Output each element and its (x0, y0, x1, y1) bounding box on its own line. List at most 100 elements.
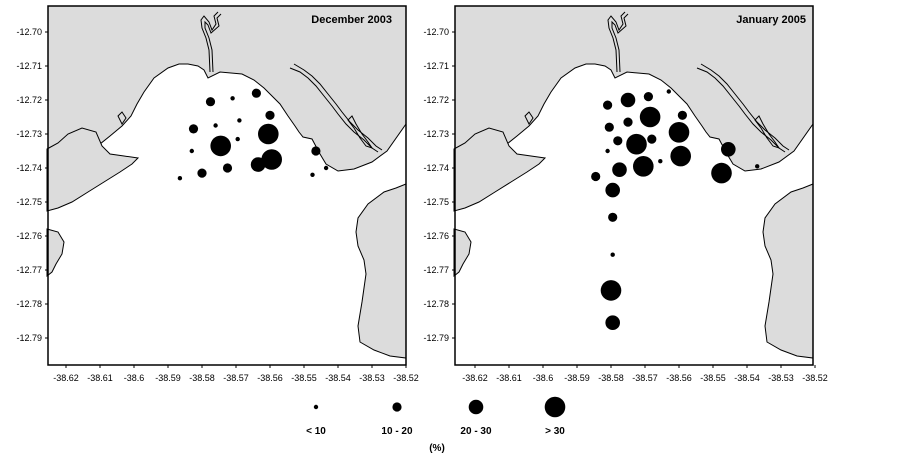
legend: < 10 10 - 20 20 - 30 > 30 (306, 396, 566, 437)
station-marker (177, 176, 183, 181)
station-marker (755, 164, 760, 169)
y-tick-label: -12.75 (16, 197, 42, 207)
station-marker (639, 106, 661, 128)
station-marker (222, 163, 233, 173)
station-marker (643, 92, 654, 102)
x-tick-label: -38.61 (496, 373, 522, 383)
legend-marker (544, 396, 566, 418)
x-tick-label: -38.62 (462, 373, 488, 383)
y-tick-label: -12.78 (423, 299, 449, 309)
station-marker (670, 145, 691, 167)
y-tick-label: -12.74 (16, 163, 42, 173)
x-tick-label: -38.53 (359, 373, 385, 383)
y-tick-label: -12.79 (16, 333, 42, 343)
station-marker (677, 110, 688, 120)
station-marker (620, 92, 636, 108)
y-tick-label: -12.73 (16, 129, 42, 139)
y-tick-label: -12.75 (423, 197, 449, 207)
y-tick-label: -12.77 (16, 265, 42, 275)
x-tick-label: -38.61 (87, 373, 113, 383)
y-tick-label: -12.77 (423, 265, 449, 275)
y-tick-label: -12.70 (423, 27, 449, 37)
station-marker (666, 89, 671, 94)
x-tick-label: -38.6 (533, 373, 554, 383)
station-marker (605, 315, 620, 331)
station-marker (647, 134, 657, 144)
x-tick-label: -38.52 (393, 373, 419, 383)
station-marker (633, 156, 654, 177)
x-tick-label: -38.57 (632, 373, 658, 383)
station-marker (235, 136, 240, 142)
x-axis-labels: -38.62 -38.61 -38.6 -38.59 -38.58 -38.57 -38.5… (53, 365, 419, 383)
station-marker (323, 165, 329, 171)
station-marker (237, 118, 242, 123)
y-axis-labels: -12.70 -12.71 -12.72 -12.73 -12.74 -12.75 -12.… (16, 27, 48, 343)
map-title: December 2003 (311, 14, 392, 26)
y-tick-label: -12.72 (16, 95, 42, 105)
x-tick-label: -38.56 (257, 373, 283, 383)
station-marker (188, 124, 199, 134)
station-marker (610, 252, 615, 257)
station-marker (623, 117, 633, 127)
station-marker (721, 142, 736, 157)
legend-marker (392, 402, 402, 412)
x-tick-label: -38.52 (802, 373, 828, 383)
y-tick-label: -12.71 (423, 61, 449, 71)
station-marker (668, 122, 690, 143)
station-markers (177, 88, 329, 181)
y-tick-label: -12.79 (423, 333, 449, 343)
station-marker (711, 162, 732, 184)
legend-marker (468, 399, 484, 415)
legend-label: > 30 (545, 426, 565, 437)
x-tick-label: -38.55 (700, 373, 726, 383)
station-marker (205, 97, 216, 107)
station-marker (658, 159, 663, 164)
station-marker (251, 88, 261, 98)
y-tick-label: -12.76 (16, 231, 42, 241)
station-markers (591, 89, 760, 331)
station-marker (626, 133, 647, 155)
legend-unit: (%) (429, 443, 445, 454)
y-tick-label: -12.73 (423, 129, 449, 139)
station-marker (612, 162, 627, 177)
x-tick-label: -38.6 (124, 373, 145, 383)
station-marker (608, 212, 618, 222)
map-panel-january-2005: January 2005 -12.70 -12.71 -12.72 -12.73 -12… (423, 5, 828, 383)
station-marker (600, 280, 622, 301)
x-tick-label: -38.59 (564, 373, 590, 383)
station-marker (603, 100, 613, 110)
land-areas (46, 5, 407, 359)
station-marker (210, 135, 231, 157)
station-marker (613, 136, 623, 146)
y-tick-label: -12.74 (423, 163, 449, 173)
x-tick-label: -38.57 (223, 373, 249, 383)
x-axis-labels: -38.62 -38.61 -38.6 -38.59 -38.58 -38.57 -38.5… (462, 365, 828, 383)
map-title: January 2005 (736, 14, 806, 26)
x-tick-label: -38.54 (325, 373, 351, 383)
map-frame (454, 5, 814, 366)
x-tick-label: -38.58 (189, 373, 215, 383)
y-tick-label: -12.71 (16, 61, 42, 71)
station-marker (591, 171, 601, 182)
land-areas (453, 5, 814, 359)
station-marker (310, 172, 315, 177)
station-marker (213, 123, 218, 128)
map-frame (47, 5, 407, 366)
station-marker (311, 146, 321, 156)
y-tick-label: -12.76 (423, 231, 449, 241)
station-marker (261, 149, 283, 170)
y-tick-label: -12.72 (423, 95, 449, 105)
legend-label: < 10 (306, 426, 326, 437)
station-marker (265, 110, 275, 120)
map-panel-december-2003: December 2003 -12.70-12.71-12.72-12.73-1… (16, 5, 419, 383)
station-marker (230, 96, 235, 101)
y-tick-label: -12.70 (16, 27, 42, 37)
x-tick-label: -38.54 (734, 373, 760, 383)
x-tick-label: -38.56 (666, 373, 692, 383)
x-tick-label: -38.55 (291, 373, 317, 383)
station-marker (197, 168, 207, 178)
station-marker (605, 148, 610, 154)
station-marker (258, 123, 279, 145)
legend-marker (313, 404, 319, 410)
